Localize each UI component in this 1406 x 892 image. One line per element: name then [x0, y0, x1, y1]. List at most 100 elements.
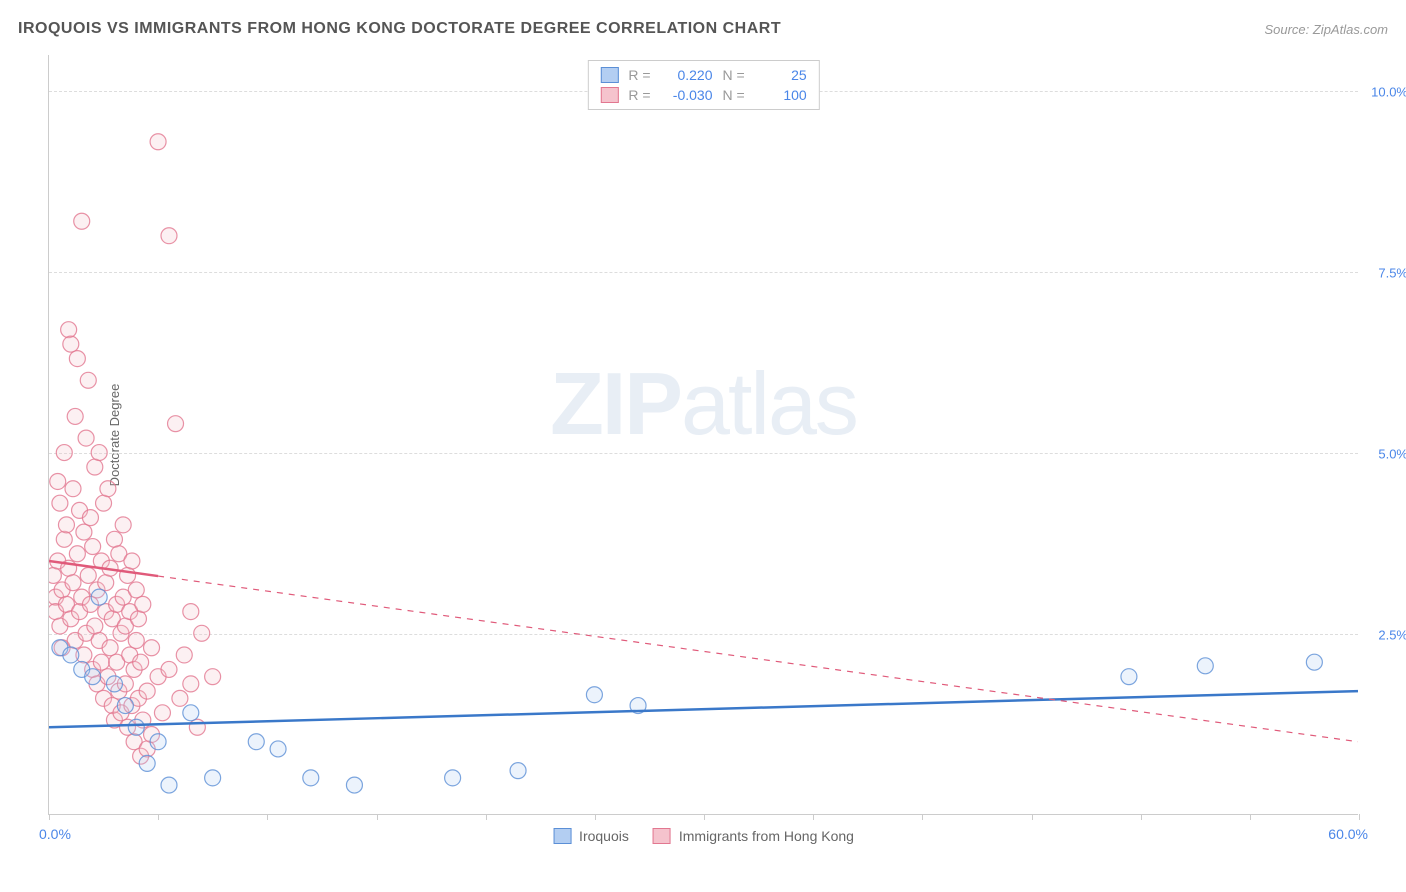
- y-tick-label: 7.5%: [1363, 266, 1406, 281]
- plot-area: Doctorate Degree ZIPatlas 2.5%5.0%7.5%10…: [48, 55, 1358, 815]
- data-point: [183, 604, 199, 620]
- data-point: [80, 567, 96, 583]
- swatch-hongkong: [600, 87, 618, 103]
- data-point: [194, 625, 210, 641]
- legend-swatch-hongkong: [653, 828, 671, 844]
- data-point: [128, 582, 144, 598]
- data-point: [154, 705, 170, 721]
- n-label: N =: [723, 67, 745, 83]
- data-point: [50, 473, 66, 489]
- data-point: [58, 517, 74, 533]
- y-tick-label: 10.0%: [1363, 85, 1406, 100]
- data-point: [270, 741, 286, 757]
- data-point: [69, 546, 85, 562]
- data-point: [74, 213, 90, 229]
- data-point: [87, 618, 103, 634]
- bottom-legend: Iroquois Immigrants from Hong Kong: [553, 828, 854, 844]
- data-point: [128, 633, 144, 649]
- data-point: [63, 336, 79, 352]
- data-point: [115, 517, 131, 533]
- legend-item-hongkong: Immigrants from Hong Kong: [653, 828, 854, 844]
- data-point: [205, 669, 221, 685]
- data-point: [87, 459, 103, 475]
- stats-row-hongkong: R = -0.030 N = 100: [600, 85, 806, 105]
- data-point: [98, 575, 114, 591]
- n-value-hongkong: 100: [755, 87, 807, 103]
- trend-line: [49, 691, 1358, 727]
- data-point: [133, 654, 149, 670]
- chart-svg: [49, 55, 1358, 814]
- data-point: [49, 567, 61, 583]
- y-tick-label: 5.0%: [1363, 447, 1406, 462]
- data-point: [80, 372, 96, 388]
- y-tick-label: 2.5%: [1363, 628, 1406, 643]
- data-point: [586, 687, 602, 703]
- source-credit: Source: ZipAtlas.com: [1264, 22, 1388, 37]
- data-point: [96, 495, 112, 511]
- data-point: [56, 445, 72, 461]
- x-min-label: 0.0%: [39, 826, 71, 842]
- data-point: [63, 647, 79, 663]
- data-point: [106, 676, 122, 692]
- data-point: [1197, 658, 1213, 674]
- data-point: [85, 539, 101, 555]
- data-point: [168, 416, 184, 432]
- data-point: [56, 531, 72, 547]
- legend-label-iroquois: Iroquois: [579, 828, 629, 844]
- trend-line-dashed: [158, 576, 1358, 742]
- data-point: [100, 481, 116, 497]
- data-point: [82, 510, 98, 526]
- data-point: [130, 611, 146, 627]
- legend-item-iroquois: Iroquois: [553, 828, 629, 844]
- data-point: [144, 640, 160, 656]
- data-point: [61, 322, 77, 338]
- stats-row-iroquois: R = 0.220 N = 25: [600, 65, 806, 85]
- data-point: [176, 647, 192, 663]
- data-point: [65, 575, 81, 591]
- data-point: [91, 589, 107, 605]
- data-point: [346, 777, 362, 793]
- n-value-iroquois: 25: [755, 67, 807, 83]
- data-point: [93, 654, 109, 670]
- chart-title: IROQUOIS VS IMMIGRANTS FROM HONG KONG DO…: [18, 20, 781, 38]
- data-point: [52, 495, 68, 511]
- stats-legend-box: R = 0.220 N = 25 R = -0.030 N = 100: [587, 60, 819, 110]
- swatch-iroquois: [600, 67, 618, 83]
- r-value-iroquois: 0.220: [661, 67, 713, 83]
- data-point: [135, 596, 151, 612]
- data-point: [67, 408, 83, 424]
- data-point: [205, 770, 221, 786]
- data-point: [1306, 654, 1322, 670]
- data-point: [124, 553, 140, 569]
- data-point: [183, 705, 199, 721]
- data-point: [445, 770, 461, 786]
- x-max-label: 60.0%: [1328, 826, 1368, 842]
- data-point: [76, 524, 92, 540]
- r-value-hongkong: -0.030: [661, 87, 713, 103]
- data-point: [150, 134, 166, 150]
- legend-swatch-iroquois: [553, 828, 571, 844]
- data-point: [102, 640, 118, 656]
- data-point: [1121, 669, 1137, 685]
- legend-label-hongkong: Immigrants from Hong Kong: [679, 828, 854, 844]
- data-point: [161, 661, 177, 677]
- data-point: [161, 777, 177, 793]
- data-point: [128, 719, 144, 735]
- data-point: [139, 755, 155, 771]
- data-point: [65, 481, 81, 497]
- data-point: [117, 698, 133, 714]
- data-point: [69, 351, 85, 367]
- data-point: [172, 690, 188, 706]
- data-point: [189, 719, 205, 735]
- data-point: [248, 734, 264, 750]
- data-point: [510, 763, 526, 779]
- data-point: [139, 683, 155, 699]
- data-point: [303, 770, 319, 786]
- data-point: [91, 445, 107, 461]
- data-point: [150, 734, 166, 750]
- data-point: [85, 669, 101, 685]
- data-point: [106, 531, 122, 547]
- data-point: [78, 430, 94, 446]
- r-label: R =: [628, 67, 650, 83]
- n-label: N =: [723, 87, 745, 103]
